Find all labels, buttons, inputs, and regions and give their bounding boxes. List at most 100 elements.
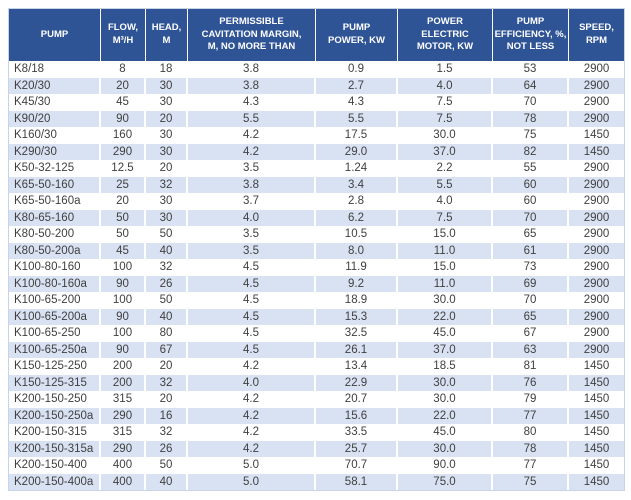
- value-cell-motor-power: 30.0: [398, 440, 493, 457]
- value-cell-flow: 290: [101, 143, 146, 160]
- value-cell-motor-power: 4.0: [398, 193, 493, 210]
- value-cell-efficiency: 60: [493, 193, 569, 210]
- value-cell-speed: 2900: [583, 327, 610, 340]
- pump-spec-table: PUMP FLOW, M³/H HEAD, M PERMISSIBLE CAVITAT…: [8, 8, 625, 491]
- value-cell-speed: 2900: [583, 294, 610, 307]
- value-cell-speed: 1450: [583, 393, 610, 406]
- table-row: K65-50-160 25 32 3.8 3.4 5.5 60 2900: [9, 176, 624, 193]
- value-cell-pump-power: 4.3: [316, 94, 398, 111]
- value-cell-head: 50: [146, 457, 188, 474]
- value-cell-head: 18: [146, 61, 188, 78]
- value-cell-cavitation-margin: 4.5: [188, 292, 316, 309]
- value-cell-pump-power: 29.0: [316, 143, 398, 160]
- table-row: K160/30 160 30 4.2 17.5 30.0 75 1450: [9, 127, 624, 144]
- value-cell-flow: 50: [101, 226, 146, 243]
- value-cell-head: 40: [146, 308, 188, 325]
- value-cell-efficiency: 75: [493, 127, 569, 144]
- value-cell-head: 50: [146, 292, 188, 309]
- table-row: K90/20 90 20 5.5 5.5 7.5 78 2900: [9, 110, 624, 127]
- value-cell-flow: 90: [101, 110, 146, 127]
- value-cell-efficiency: 53: [493, 61, 569, 78]
- value-cell-head: 67: [146, 341, 188, 358]
- value-cell-speed: 2900: [583, 195, 610, 208]
- value-cell-cavitation-margin: 4.2: [188, 407, 316, 424]
- pump-name-cell: K80-65-160: [9, 209, 101, 226]
- value-cell-flow: 160: [101, 127, 146, 144]
- value-cell-cavitation-margin: 3.5: [188, 242, 316, 259]
- value-cell-efficiency: 60: [493, 176, 569, 193]
- value-cell-cavitation-margin: 4.5: [188, 259, 316, 276]
- value-cell-cavitation-margin: 4.2: [188, 424, 316, 441]
- value-cell-motor-power: 30.0: [398, 292, 493, 309]
- pump-name-cell: K100-65-200a: [9, 308, 101, 325]
- value-cell-head: 20: [146, 110, 188, 127]
- column-header-head: HEAD, M: [146, 9, 188, 61]
- value-cell-pump-power: 58.1: [316, 473, 398, 490]
- value-cell-head: 30: [146, 143, 188, 160]
- table-row: K200-150-315 315 32 4.2 33.5 45.0 80 1450: [9, 424, 624, 441]
- value-cell-pump-power: 33.5: [316, 424, 398, 441]
- value-cell-cavitation-margin: 4.2: [188, 440, 316, 457]
- value-cell-motor-power: 90.0: [398, 457, 493, 474]
- value-cell-efficiency: 80: [493, 424, 569, 441]
- value-cell-efficiency: 78: [493, 110, 569, 127]
- table-row: K100-80-160a 90 26 4.5 9.2 11.0 69 2900: [9, 275, 624, 292]
- value-cell-flow: 290: [101, 440, 146, 457]
- column-header-pump-power: PUMP POWER, KW: [316, 9, 398, 61]
- value-cell-head: 30: [146, 127, 188, 144]
- value-cell-flow: 315: [101, 391, 146, 408]
- value-cell-flow: 400: [101, 457, 146, 474]
- table-row: K200-150-400 400 50 5.0 70.7 90.0 77 1450: [9, 457, 624, 474]
- value-cell-pump-power: 9.2: [316, 275, 398, 292]
- value-cell-pump-power: 11.9: [316, 259, 398, 276]
- value-cell-speed: 2900: [583, 310, 610, 323]
- value-cell-flow: 290: [101, 407, 146, 424]
- value-cell-flow: 400: [101, 473, 146, 490]
- value-cell-cavitation-margin: 4.0: [188, 209, 316, 226]
- value-cell-pump-power: 6.2: [316, 209, 398, 226]
- value-cell-efficiency: 77: [493, 457, 569, 474]
- value-cell-motor-power: 22.0: [398, 308, 493, 325]
- column-header-motor-power: POWER ELECTRIC MOTOR, KW: [398, 9, 493, 61]
- value-cell-efficiency: 81: [493, 358, 569, 375]
- value-cell-head: 40: [146, 242, 188, 259]
- value-cell-speed: 2900: [583, 112, 610, 125]
- table-row: K200-150-315a 290 26 4.2 25.7 30.0 78 1450: [9, 440, 624, 457]
- value-cell-speed: 2900: [583, 277, 610, 290]
- value-cell-speed: 1450: [583, 376, 610, 389]
- value-cell-motor-power: 30.0: [398, 127, 493, 144]
- value-cell-pump-power: 15.6: [316, 407, 398, 424]
- value-cell-efficiency: 77: [493, 407, 569, 424]
- value-cell-speed: 2900: [583, 261, 610, 274]
- table-row: K80-50-200 50 50 3.5 10.5 15.0 65 2900: [9, 226, 624, 243]
- value-cell-motor-power: 37.0: [398, 143, 493, 160]
- value-cell-cavitation-margin: 4.5: [188, 275, 316, 292]
- pump-name-cell: K290/30: [9, 143, 101, 160]
- table-row: K45/30 45 30 4.3 4.3 7.5 70 2900: [9, 94, 624, 111]
- pump-name-cell: K80-50-200a: [9, 242, 101, 259]
- table-body: K8/18 8 18 3.8 0.9 1.5 53 2900 K20/30 20 30 3.8 2.7 4…: [9, 61, 624, 490]
- value-cell-cavitation-margin: 3.5: [188, 226, 316, 243]
- value-cell-motor-power: 7.5: [398, 110, 493, 127]
- pump-name-cell: K150-125-315: [9, 374, 101, 391]
- pump-name-cell: K200-150-400: [9, 457, 101, 474]
- value-cell-flow: 20: [101, 77, 146, 94]
- pump-name-cell: K200-150-400a: [9, 473, 101, 490]
- value-cell-flow: 100: [101, 292, 146, 309]
- value-cell-flow: 25: [101, 176, 146, 193]
- value-cell-motor-power: 15.0: [398, 226, 493, 243]
- value-cell-cavitation-margin: 4.2: [188, 358, 316, 375]
- column-header-cavitation-margin: PERMISSIBLE CAVITATION MARGIN, M, NO MOR…: [188, 9, 316, 61]
- value-cell-speed: 1450: [583, 129, 610, 142]
- table-row: K80-65-160 50 30 4.0 6.2 7.5 70 2900: [9, 209, 624, 226]
- value-cell-speed: 2900: [583, 244, 610, 257]
- value-cell-cavitation-margin: 4.2: [188, 127, 316, 144]
- value-cell-cavitation-margin: 4.5: [188, 325, 316, 342]
- column-header-efficiency: PUMP EFFICIENCY, %, NOT LESS: [493, 9, 569, 61]
- value-cell-efficiency: 65: [493, 226, 569, 243]
- value-cell-motor-power: 22.0: [398, 407, 493, 424]
- value-cell-pump-power: 13.4: [316, 358, 398, 375]
- value-cell-motor-power: 1.5: [398, 61, 493, 78]
- value-cell-pump-power: 8.0: [316, 242, 398, 259]
- value-cell-efficiency: 65: [493, 308, 569, 325]
